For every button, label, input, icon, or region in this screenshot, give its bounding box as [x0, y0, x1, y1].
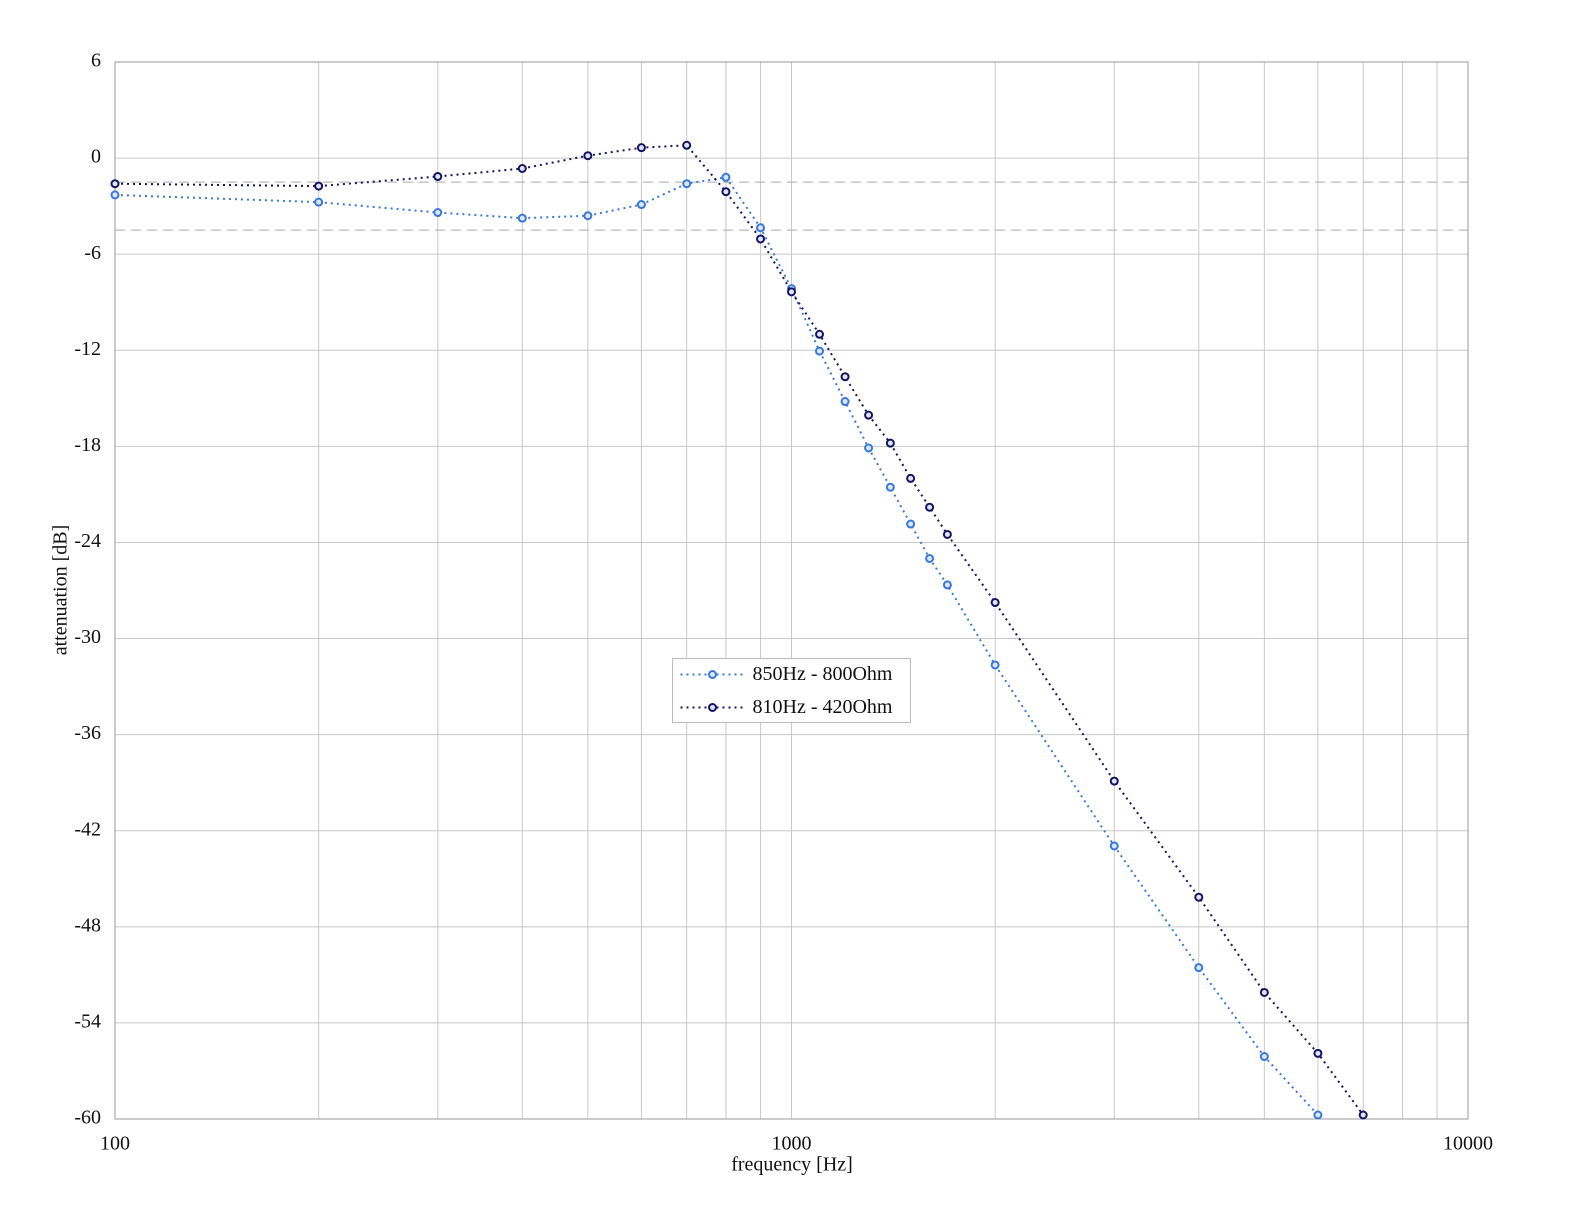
- y-tick-label: -60: [74, 1107, 101, 1129]
- data-point: [1259, 1052, 1269, 1062]
- data-point: [433, 172, 443, 182]
- data-point: [1358, 1110, 1368, 1120]
- data-point: [583, 151, 593, 161]
- data-point: [942, 529, 952, 539]
- data-point: [314, 197, 324, 207]
- legend-marker: [708, 703, 717, 712]
- data-point: [942, 580, 952, 590]
- data-point: [314, 181, 324, 191]
- y-tick-label: -36: [74, 722, 101, 744]
- data-point: [682, 140, 692, 150]
- data-point: [787, 287, 796, 297]
- data-point: [840, 397, 850, 407]
- data-point: [864, 410, 874, 420]
- y-tick-label: -12: [74, 338, 101, 360]
- x-tick-label: 100: [100, 1133, 130, 1155]
- data-point: [1194, 963, 1204, 973]
- series-line: [114, 144, 1365, 1116]
- x-tick-label: 1000: [772, 1133, 812, 1155]
- legend: 850Hz - 800Ohm 810Hz - 420Ohm: [672, 658, 911, 723]
- data-point: [721, 172, 731, 182]
- legend-label: 810Hz - 420Ohm: [753, 696, 893, 718]
- data-point: [433, 208, 443, 218]
- data-point: [990, 660, 1000, 670]
- x-axis-label: frequency [Hz]: [731, 1154, 853, 1176]
- data-point: [1313, 1048, 1323, 1058]
- y-axis-label: attenuation [dB]: [50, 525, 72, 656]
- data-point: [815, 329, 825, 339]
- plot-frame: [114, 61, 1469, 1120]
- data-point: [756, 223, 766, 233]
- y-tick-label: -54: [74, 1011, 101, 1033]
- data-point: [636, 143, 646, 153]
- y-tick-label: 6: [91, 50, 101, 72]
- data-point: [906, 519, 916, 529]
- data-point: [756, 234, 766, 244]
- series-line: [114, 176, 1319, 1116]
- y-tick-label: -42: [74, 818, 101, 840]
- data-point: [1109, 841, 1119, 851]
- data-point: [1194, 892, 1204, 902]
- y-tick-label: -24: [74, 530, 101, 552]
- y-tick-label: -30: [74, 626, 101, 648]
- y-tick-label: 0: [91, 146, 101, 168]
- data-point: [1259, 987, 1269, 997]
- legend-marker: [708, 670, 717, 679]
- data-point: [885, 438, 895, 448]
- data-point: [682, 179, 692, 189]
- y-tick-label: -6: [84, 242, 101, 264]
- y-tick-label: -18: [74, 434, 101, 456]
- data-point: [906, 473, 916, 483]
- data-point: [815, 346, 825, 356]
- legend-label: 850Hz - 800Ohm: [753, 663, 893, 685]
- data-point: [1313, 1110, 1323, 1120]
- data-point: [885, 482, 895, 492]
- data-point: [925, 502, 935, 512]
- y-tick-label: -48: [74, 914, 101, 936]
- data-point: [583, 211, 593, 221]
- data-point: [721, 187, 731, 197]
- data-point: [517, 164, 527, 174]
- data-point: [1109, 776, 1119, 786]
- data-point: [110, 179, 120, 189]
- data-point: [840, 372, 850, 382]
- data-point: [517, 213, 527, 223]
- data-point: [636, 200, 646, 210]
- data-point: [864, 443, 874, 453]
- data-point: [110, 190, 120, 200]
- x-tick-label: 10000: [1443, 1133, 1493, 1155]
- data-point: [925, 553, 935, 563]
- data-point: [990, 598, 1000, 608]
